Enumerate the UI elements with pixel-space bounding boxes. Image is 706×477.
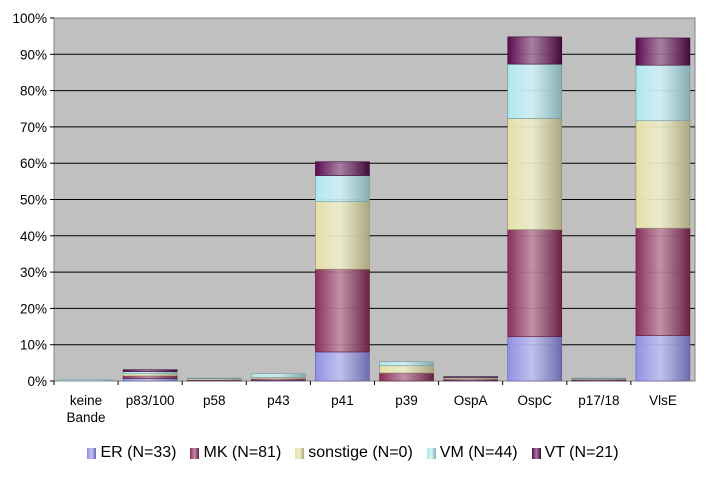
bar-segment	[379, 365, 434, 374]
x-tick-label: VlsE	[649, 393, 677, 408]
y-tick-label: 60%	[20, 156, 47, 171]
y-tick-label: 80%	[20, 84, 47, 99]
legend-swatch	[426, 447, 436, 459]
x-tick-label: p83/100	[126, 393, 175, 408]
bar-segment	[315, 351, 370, 382]
gridlines	[54, 53, 695, 346]
y-tick-label: 100%	[12, 11, 47, 26]
bar-segment	[507, 36, 563, 65]
bar-segment	[571, 377, 627, 379]
bar-segment	[186, 377, 242, 379]
y-tick-label: 30%	[20, 265, 47, 280]
y-tick-label: 20%	[20, 301, 47, 316]
legend-swatch	[531, 447, 541, 459]
y-tick-label: 0%	[27, 374, 47, 389]
bar-segment	[122, 378, 178, 382]
bar-segment	[315, 268, 370, 353]
bar-segment	[58, 379, 114, 382]
x-tick-label: p17/18	[578, 393, 619, 408]
bar-segment	[122, 375, 178, 379]
y-tick-label: 40%	[20, 229, 47, 244]
bar-segment	[315, 161, 370, 176]
legend-item: sonstige (N=0)	[295, 444, 413, 462]
bar-segment	[315, 175, 370, 202]
bar-segment	[122, 371, 178, 375]
y-axis-ticks: 0% 10% 20% 30% 40% 50% 60% 70% 80% 90% 100%	[12, 11, 54, 389]
bar-segment	[443, 376, 498, 378]
y-tick-label: 90%	[20, 47, 47, 62]
bar-segment	[379, 372, 434, 382]
x-tick-label: keine Bande	[67, 393, 106, 425]
bars	[58, 36, 691, 382]
bar-segment	[122, 369, 178, 372]
stacked-bar-chart: 0% 10% 20% 30% 40% 50% 60% 70% 80% 90% 100% keine B…	[12, 11, 696, 425]
bar-segment	[315, 201, 370, 270]
y-tick-label: 10%	[20, 338, 47, 353]
x-tick-label: OspC	[517, 393, 552, 408]
x-tick-label: OspA	[454, 393, 488, 408]
legend-label: sonstige (N=0)	[308, 444, 413, 461]
bar-segment	[635, 64, 691, 122]
bar-segment	[251, 373, 306, 378]
legend-label: ER (N=33)	[100, 444, 177, 461]
bar-segment	[635, 37, 691, 66]
legend-item: MK (N=81)	[190, 444, 281, 462]
x-tick-label: p58	[203, 393, 226, 408]
bar-segment	[507, 118, 563, 230]
legend-swatch	[190, 447, 200, 459]
x-tick-label: p43	[267, 393, 290, 408]
x-tick-label: p39	[395, 393, 418, 408]
x-axis-ticks: keine Bande p83/100 p58 p43 p41 p39 OspA OspC p17…	[53, 381, 677, 425]
legend: ER (N=33) MK (N=81) sonstige (N=0) VM (N=44…	[0, 440, 706, 466]
y-tick-label: 70%	[20, 120, 47, 135]
bar-segment	[507, 336, 563, 382]
legend-swatch	[87, 447, 97, 459]
legend-item: ER (N=33)	[87, 444, 176, 462]
bar-segment	[635, 120, 691, 229]
x-tick-label: p41	[331, 393, 354, 408]
legend-swatch	[295, 447, 305, 459]
legend-label: VM (N=44)	[439, 444, 518, 461]
bar-segment	[635, 335, 691, 382]
bar-segment	[507, 229, 563, 338]
legend-item: VT (N=21)	[531, 444, 619, 462]
y-tick-label: 50%	[20, 193, 47, 208]
bar-segment	[122, 373, 178, 377]
legend-label: MK (N=81)	[203, 444, 282, 461]
bar-segment	[635, 227, 691, 336]
bar-segment	[379, 361, 434, 367]
legend-item: VM (N=44)	[426, 444, 518, 462]
bar-segment	[507, 63, 563, 119]
legend-label: VT (N=21)	[544, 444, 619, 461]
